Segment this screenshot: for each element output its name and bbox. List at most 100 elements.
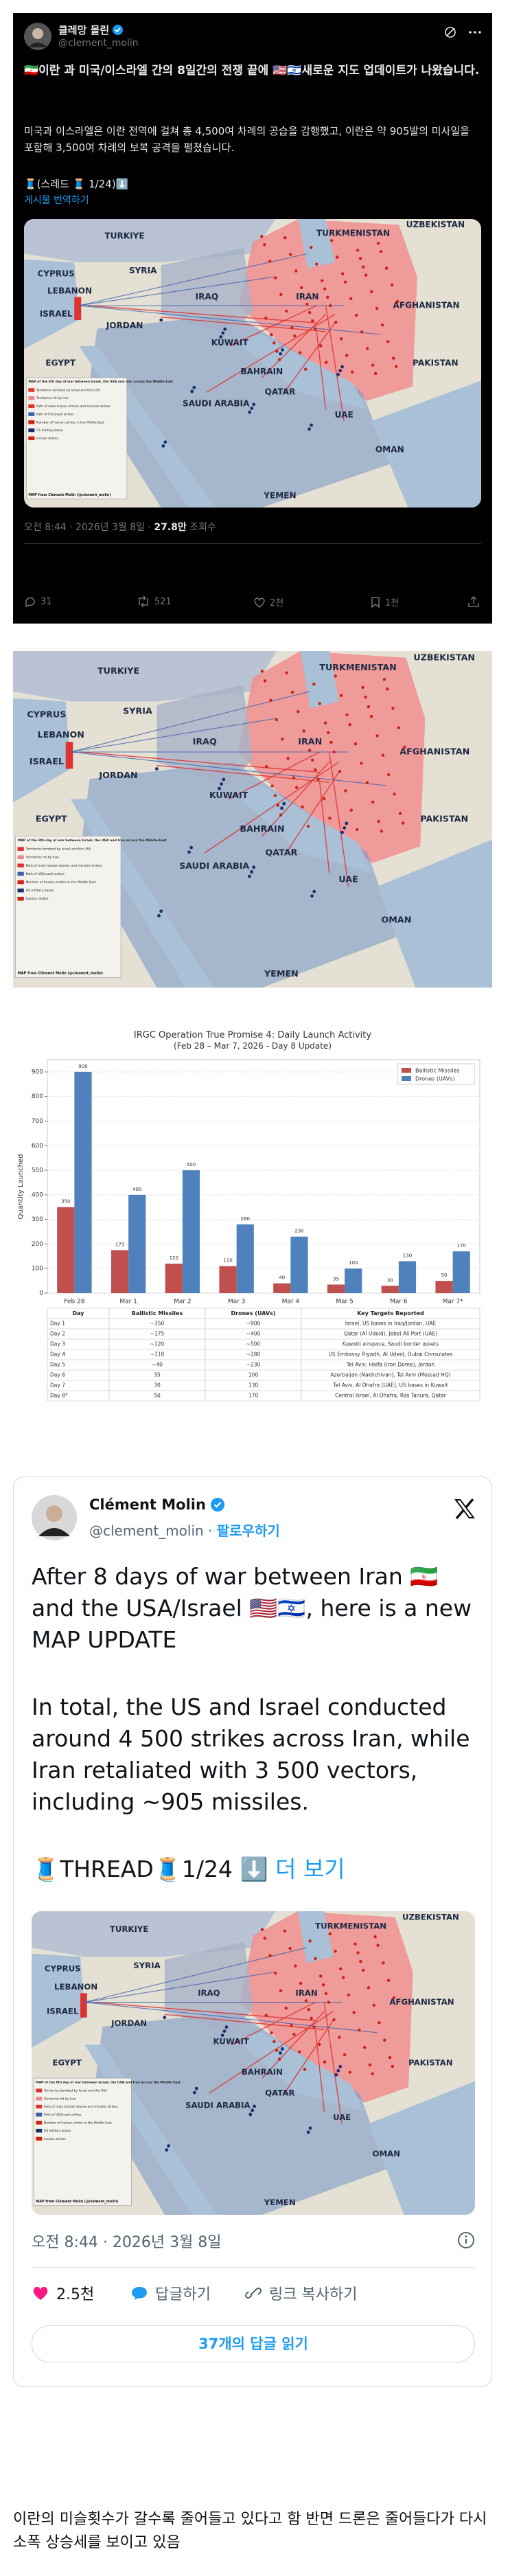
strike-path <box>84 2002 378 2033</box>
strike-path <box>284 322 336 393</box>
country-label: YEMEN <box>264 968 299 979</box>
map-image[interactable]: TURKIYE TURKMENISTAN UZBEKISTAN SYRIA CYPRUS… <box>32 1911 475 2215</box>
base-dot <box>308 427 311 431</box>
mediterranean <box>13 698 71 803</box>
read-replies-button[interactable]: 37개의 답글 읽기 <box>32 2325 475 2362</box>
strike-dot <box>260 670 264 673</box>
x-tick-label: Mar 4 <box>282 1299 300 1306</box>
table-cell: 130 <box>248 1382 259 1389</box>
strike-dot <box>292 776 296 779</box>
country-label: UZBEKISTAN <box>406 220 465 229</box>
legend-swatch <box>28 412 35 416</box>
base-dot <box>282 801 286 806</box>
strike-dot <box>286 757 290 760</box>
top-icons[interactable] <box>444 25 483 39</box>
y-tick-label: 100 <box>32 1266 43 1273</box>
avatar <box>24 23 51 50</box>
table-cell: Day 3 <box>50 1341 65 1347</box>
strike-dot <box>361 685 364 689</box>
follow-button[interactable]: 팔로우하기 <box>216 1523 280 1539</box>
y-tick-label: 200 <box>32 1241 43 1248</box>
base-dot <box>338 2064 343 2068</box>
country-label: TURKMENISTAN <box>316 229 390 238</box>
info-icon[interactable] <box>457 2231 475 2249</box>
table-cell: 50 <box>154 1393 161 1399</box>
strike-path <box>93 2001 316 2021</box>
strike-dot <box>318 702 321 705</box>
reply-action[interactable]: 답글하기 <box>130 2282 211 2304</box>
strike-dot <box>315 262 318 266</box>
country-label: TURKIYE <box>97 665 139 676</box>
strike-dot <box>387 773 391 777</box>
share-icon[interactable] <box>467 595 480 608</box>
arabian-sea <box>371 380 481 508</box>
base-dot <box>250 870 254 874</box>
strike-dot <box>390 283 394 286</box>
strike-dot <box>274 276 277 280</box>
copy-link-action[interactable]: 링크 복사하기 <box>244 2282 357 2304</box>
strike-dot <box>369 715 373 718</box>
table-cell: Day 5 <box>50 1362 65 1368</box>
strike-dot <box>375 306 379 310</box>
base-dot <box>157 913 161 917</box>
strike-path <box>70 718 277 753</box>
country-label: BAHRAIN <box>240 367 283 376</box>
table-cell: Day 6 <box>50 1372 65 1378</box>
country-label: JORDAN <box>98 770 137 780</box>
base-dot <box>222 777 226 782</box>
link-icon <box>244 2287 262 2299</box>
strike-dot <box>329 304 332 308</box>
strike-dot <box>285 671 288 674</box>
bar <box>327 1284 345 1293</box>
strike-dot <box>352 2011 356 2014</box>
bookmark-action[interactable]: 1천 <box>370 595 399 608</box>
strike-dot <box>391 707 395 710</box>
table-header: Drones (UAVs) <box>231 1310 276 1317</box>
table-cell: ~110 <box>150 1352 165 1358</box>
like-action[interactable]: 2천 <box>253 595 283 608</box>
base-dot <box>312 889 316 893</box>
strike-dot <box>360 330 364 334</box>
strike-dot <box>279 1989 283 1992</box>
more-link[interactable]: 더 보기 <box>275 1856 345 1882</box>
strike-dot <box>339 1967 343 1971</box>
heart-icon <box>33 2286 48 2300</box>
base-dot <box>340 830 344 834</box>
value-label: 900 <box>78 1064 87 1069</box>
strike-dot <box>341 1976 345 1979</box>
base-dot <box>310 423 313 427</box>
reply-action[interactable]: 31 <box>24 595 52 608</box>
value-label: 40 <box>279 1275 285 1281</box>
map-image[interactable]: TURKIYE TURKMENISTAN UZBEKISTAN SYRIA CYPRUS… <box>24 219 481 508</box>
base-dot <box>190 389 194 394</box>
strike-dot <box>382 1961 385 1965</box>
arabian-sea <box>377 839 492 988</box>
legend-item: Path of main Iranian drones and missiles… <box>36 404 111 409</box>
country-label: PAKISTAN <box>413 358 459 368</box>
legend-box <box>15 836 121 978</box>
legend-item: Territories bombed by Israel and the USA <box>43 2089 108 2093</box>
strike-dot <box>362 1968 365 1972</box>
strike-path <box>262 2011 325 2079</box>
strike-dot <box>260 235 264 238</box>
strike-dot <box>305 302 309 306</box>
country-label: IRAQ <box>196 292 218 301</box>
strike-dot <box>341 272 345 275</box>
strike-dot <box>359 1959 362 1963</box>
y-tick-label: 600 <box>32 1143 43 1150</box>
country-label: KUWAIT <box>209 790 248 800</box>
strike-path <box>80 751 320 773</box>
strike-dot <box>283 236 287 240</box>
strike-path <box>231 2001 316 2046</box>
like-action[interactable]: 2.5천 <box>32 2282 94 2304</box>
x-logo[interactable] <box>453 1498 476 1520</box>
translate-link[interactable]: 게시물 번역하기 <box>24 195 89 206</box>
map-credit: MAP from Clément Molin (@clement_molin) <box>36 2199 118 2204</box>
retweet-action[interactable]: 521 <box>137 595 172 608</box>
x-tick-label: Mar 6 <box>390 1299 408 1306</box>
table-cell: Day 2 <box>50 1331 65 1337</box>
base-dot <box>334 2073 338 2077</box>
value-label: 500 <box>187 1162 196 1167</box>
strike-dot <box>360 762 363 765</box>
strike-dot <box>349 297 353 301</box>
